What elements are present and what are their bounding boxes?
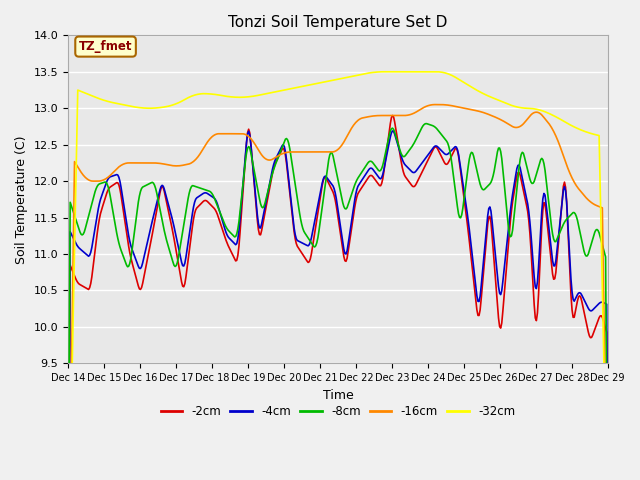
Title: Tonzi Soil Temperature Set D: Tonzi Soil Temperature Set D (228, 15, 447, 30)
Legend: -2cm, -4cm, -8cm, -16cm, -32cm: -2cm, -4cm, -8cm, -16cm, -32cm (156, 401, 520, 423)
Text: TZ_fmet: TZ_fmet (79, 40, 132, 53)
X-axis label: Time: Time (323, 389, 353, 402)
Y-axis label: Soil Temperature (C): Soil Temperature (C) (15, 135, 28, 264)
